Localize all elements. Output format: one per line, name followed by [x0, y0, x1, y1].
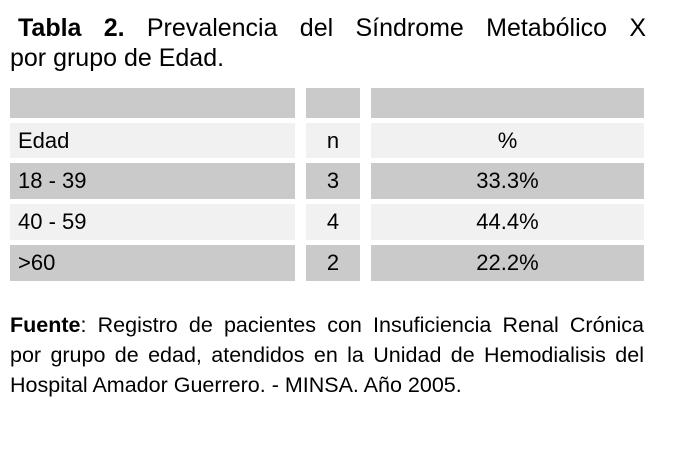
source-line-1: Fuente: Registro de pacientes con Insufi…	[10, 310, 644, 340]
prevalence-table: Edad n % 18 - 39 3 33.3% 40 - 59 4 44.4%…	[10, 88, 644, 281]
cell-edad: 18 - 39	[10, 163, 295, 199]
caption-line-2: por grupo de Edad.	[10, 44, 225, 72]
spacer-cell	[10, 88, 295, 118]
cell-edad: 40 - 59	[10, 204, 295, 240]
cell-n: 4	[306, 204, 360, 240]
header-cell-pct: %	[371, 123, 644, 158]
caption-text: Prevalencia del Síndrome Metabólico X	[124, 14, 646, 42]
header-cell-n: n	[306, 123, 360, 158]
cell-n: 3	[306, 163, 360, 199]
cell-pct: 22.2%	[371, 245, 644, 281]
cell-n: 2	[306, 245, 360, 281]
source-text-1: : Registro de pacientes con Insuficienci…	[80, 313, 644, 337]
caption-line-1: Tabla 2. Prevalencia del Síndrome Metabó…	[10, 13, 646, 43]
table-caption: Tabla 2. Prevalencia del Síndrome Metabó…	[10, 13, 646, 73]
spacer-cell	[371, 88, 644, 118]
source-label: Fuente	[10, 313, 81, 337]
source-line-2: por grupo de edad, atendidos en la Unida…	[10, 343, 644, 367]
spacer-cell	[306, 88, 360, 118]
cell-pct: 44.4%	[371, 204, 644, 240]
source-note: Fuente: Registro de pacientes con Insufi…	[10, 310, 644, 400]
source-line-3: Hospital Amador Guerrero. - MINSA. Año 2…	[10, 373, 462, 397]
header-cell-edad: Edad	[10, 123, 295, 158]
document-page: Tabla 2. Prevalencia del Síndrome Metabó…	[0, 13, 675, 460]
cell-pct: 33.3%	[371, 163, 644, 199]
caption-table-number: Tabla 2.	[18, 14, 125, 42]
cell-edad: >60	[10, 245, 295, 281]
